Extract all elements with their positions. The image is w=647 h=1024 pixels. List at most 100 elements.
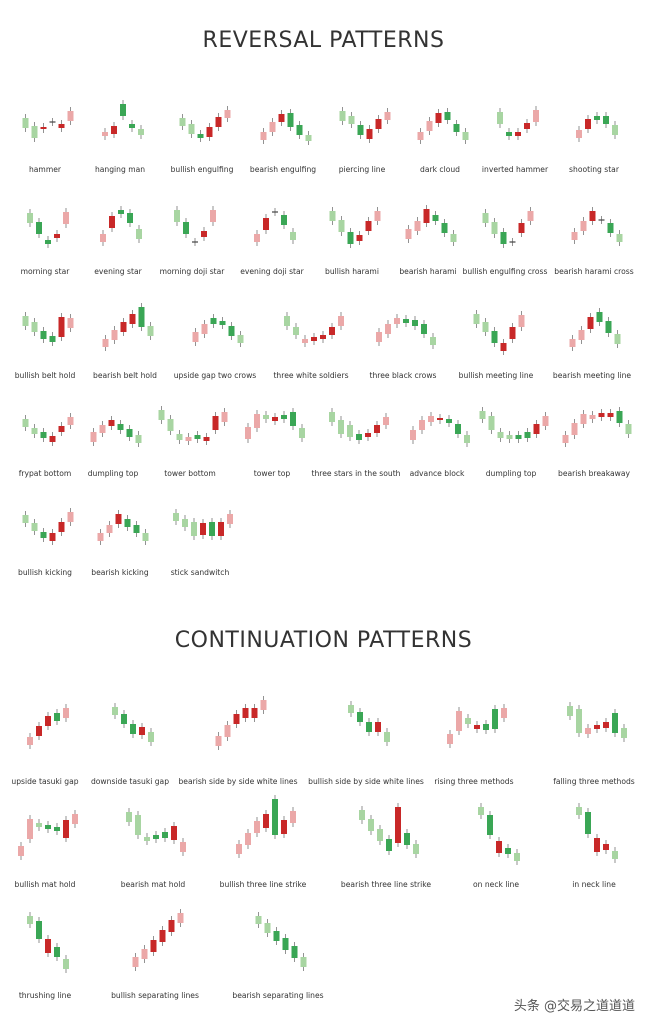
bullish-candle [483,724,489,730]
bullish-candle [31,126,38,138]
bearish-candle [254,414,260,428]
bullish-candle [138,307,145,327]
bullish-candle [54,827,60,831]
bullish-candle [612,125,618,135]
pattern-hammer [22,107,74,142]
pattern-label: stick sandwitch [171,568,230,577]
bullish-candle [612,851,618,859]
bullish-candle [305,135,312,141]
pattern-label: thrushing line [19,991,72,1000]
bullish-candle [255,916,262,924]
bullish-candle [357,712,363,722]
bearish-candle [376,332,382,342]
bearish-candle [206,127,213,137]
bullish-candle [40,432,47,438]
bullish-candle [366,722,372,732]
pattern-label: rising three methods [434,777,513,786]
bearish-candle [36,726,42,736]
bearish-candle [159,930,166,942]
bearish-candle [233,714,240,724]
bullish-candle [174,210,180,222]
bullish-candle [444,112,451,120]
bearish-candle [585,728,591,734]
bullish-candle [359,810,365,820]
bearish-candle [320,335,326,339]
bearish-candle [58,522,65,532]
bullish-candle [142,533,149,541]
pattern-bullish-mat-hold [18,810,78,860]
pattern-label: bullish three line strike [220,880,307,889]
pattern-label: bullish mat hold [15,880,76,889]
bearish-candle [311,337,317,341]
pattern-label: bearish side by side white lines [178,777,297,786]
bullish-candle [450,234,457,242]
pattern-bearish-meeting-line [569,308,621,351]
bullish-candle [605,321,612,333]
bearish-candle [394,318,400,324]
bullish-candle [147,326,154,336]
bullish-candle [284,316,290,326]
bearish-candle [598,413,605,417]
pattern-on-neck-line [478,803,520,865]
bearish-candle [18,846,24,856]
bearish-candle [366,129,373,139]
pattern-label: bullish harami [325,267,379,276]
pattern-bearish-harami [405,205,457,246]
bullish-candle [54,713,60,721]
bullish-candle [300,957,307,967]
bearish-candle [129,314,136,324]
pattern-bearish-three-line-strike [359,803,419,858]
pattern-label: dumpling top [88,469,139,478]
bearish-candle [102,339,109,347]
pattern-label: hammer [29,165,62,174]
bearish-candle [385,324,391,334]
bullish-candle [386,839,392,851]
bearish-candle [290,811,296,823]
bearish-candle [524,123,530,129]
pattern-three-stars-in-the-south [329,408,389,444]
bearish-candle [67,512,74,522]
bullish-candle [290,232,296,240]
bearish-candle [435,113,442,123]
bullish-candle [576,709,582,733]
bullish-candle [453,124,460,132]
pattern-label: bullish side by side white lines [308,777,424,786]
pattern-bearish-belt-hold [102,303,154,351]
bullish-candle [112,707,118,715]
bullish-candle [264,923,271,933]
bearish-candle [218,522,224,536]
bearish-candle [109,216,115,228]
bullish-candle [22,419,29,427]
bullish-candle [473,314,480,324]
bullish-candle [515,435,522,439]
bearish-candle [63,708,69,718]
bullish-candle [290,412,296,426]
pattern-morning-doji-star [174,206,216,246]
pattern-label: bearish engulfing [250,165,316,174]
bearish-candle [585,119,591,129]
pattern-bullish-belt-hold [22,312,74,346]
bearish-candle [67,318,74,328]
bearish-candle [375,722,381,732]
bearish-candle [180,842,186,852]
bearish-candle [260,700,267,710]
bearish-candle [242,708,249,718]
bullish-candle [432,215,439,221]
bullish-candle [263,415,269,419]
pattern-label: bullish kicking [18,568,72,577]
bullish-candle [228,326,235,336]
bullish-candle [188,124,195,134]
bullish-candle [596,312,603,322]
bullish-candle [179,118,186,126]
bullish-candle [338,220,345,232]
pattern-in-neck-line [576,803,618,863]
bullish-candle [121,714,127,724]
bearish-candle [254,234,260,242]
bearish-candle [97,533,104,541]
pattern-stick-sandwitch [173,509,233,540]
bullish-candle [296,125,303,135]
pattern-label: evening star [94,267,142,276]
bullish-candle [505,848,511,854]
bullish-candle [133,525,140,533]
bullish-candle [430,337,436,345]
